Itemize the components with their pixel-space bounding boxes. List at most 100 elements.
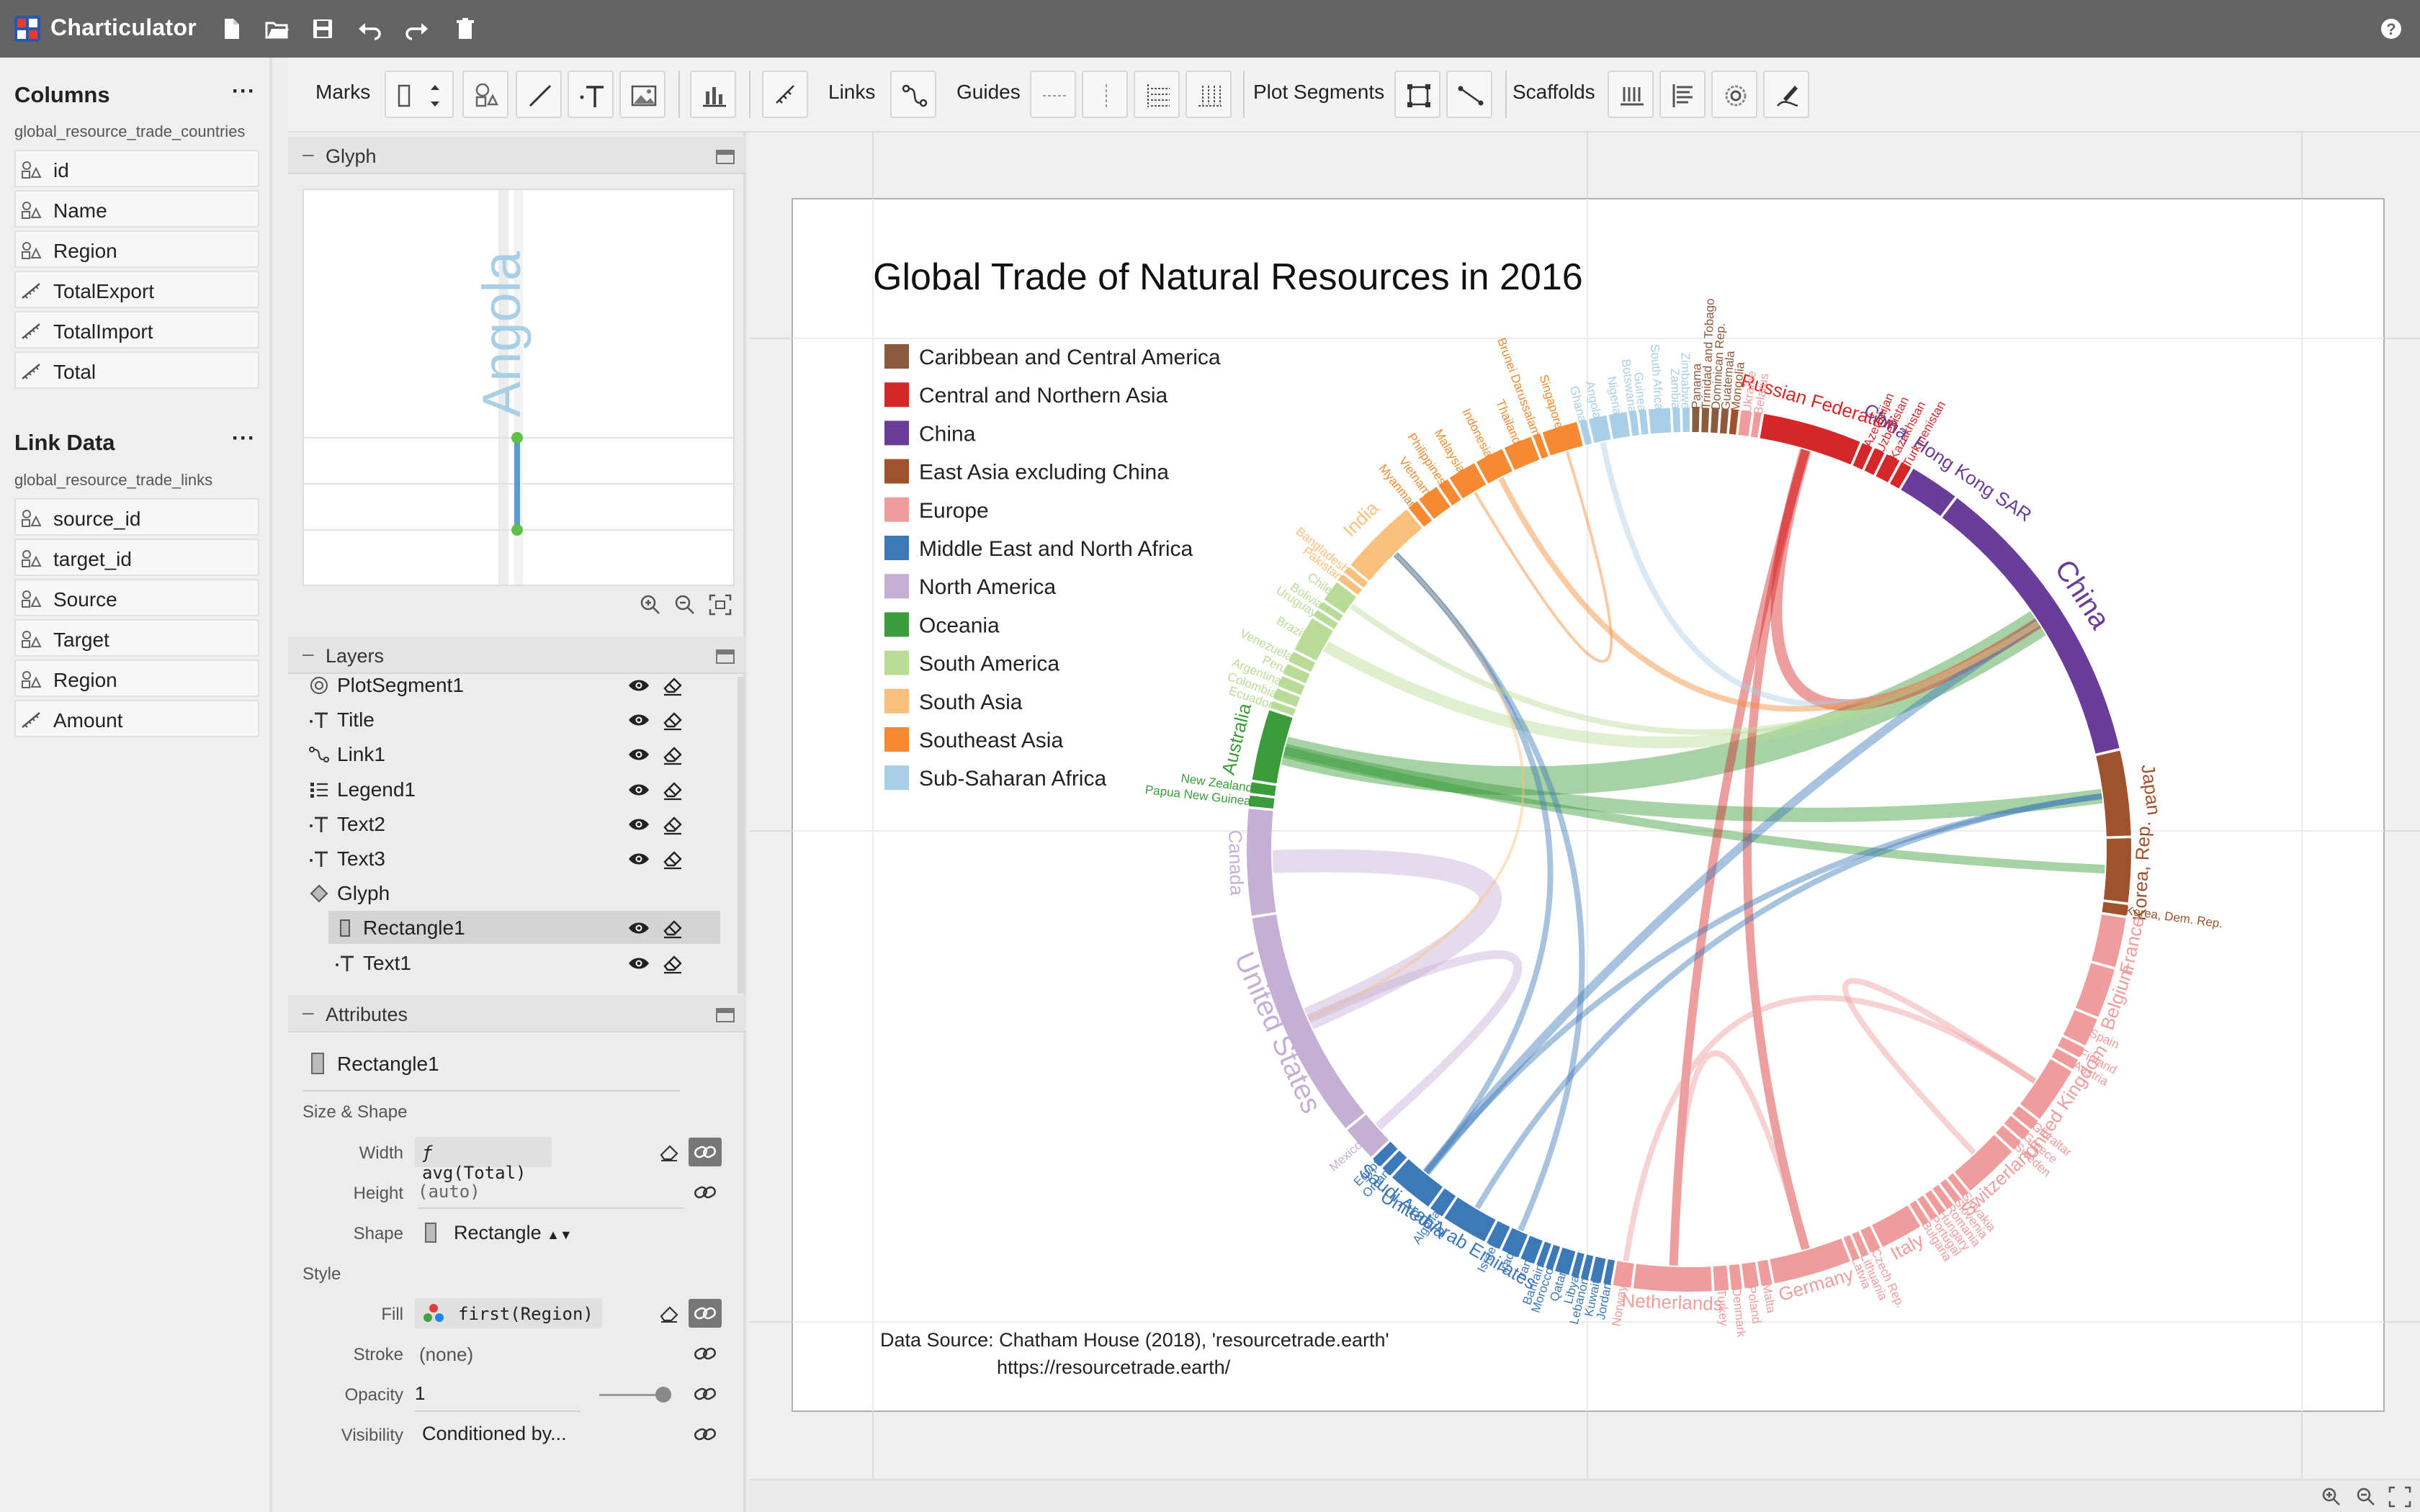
new-file-icon[interactable] xyxy=(216,14,245,43)
rectangle-mark-tool[interactable] xyxy=(385,71,454,118)
chord-arc[interactable] xyxy=(1247,809,1276,916)
visibility-eye-icon[interactable] xyxy=(628,956,650,971)
column-field-totalimport[interactable]: TotalImport xyxy=(14,311,259,348)
chord-link[interactable] xyxy=(1307,950,1523,1130)
chord-arc[interactable] xyxy=(1948,1173,1968,1197)
chord-arc[interactable] xyxy=(1278,675,1305,696)
chord-arc[interactable] xyxy=(1711,408,1719,433)
chord-arc[interactable] xyxy=(1338,574,1363,595)
chord-link[interactable] xyxy=(1498,477,2040,712)
layer-item-link1[interactable]: Link1 xyxy=(302,737,720,770)
chord-arc[interactable] xyxy=(1324,582,1357,613)
visibility-eye-icon[interactable] xyxy=(628,678,650,693)
chord-arc[interactable] xyxy=(1701,408,1710,433)
layer-item-text3[interactable]: Text3 xyxy=(302,842,720,875)
text-mark-tool[interactable] xyxy=(568,71,614,118)
scaffold-ruler-tool[interactable] xyxy=(762,71,808,118)
visibility-eye-icon[interactable] xyxy=(628,921,650,935)
columns-menu-button[interactable]: ··· xyxy=(232,79,256,103)
plot-segment-region-tool[interactable] xyxy=(1394,71,1440,118)
bind-data-button[interactable] xyxy=(689,1339,722,1368)
chord-arc[interactable] xyxy=(1252,710,1293,784)
chord-arc[interactable] xyxy=(2004,1115,2030,1140)
chord-arc[interactable] xyxy=(1546,1244,1561,1271)
chord-link[interactable] xyxy=(1272,849,1502,1030)
visibility-value[interactable]: Conditioned by... xyxy=(422,1423,567,1444)
height-value[interactable]: (auto) xyxy=(418,1182,684,1209)
visibility-eye-icon[interactable] xyxy=(628,713,650,727)
delete-layer-icon[interactable] xyxy=(661,952,684,975)
chord-link[interactable] xyxy=(1474,451,1613,663)
link-tool[interactable] xyxy=(890,71,936,118)
chord-arc[interactable] xyxy=(2096,750,2131,837)
chord-arc[interactable] xyxy=(1932,1184,1953,1209)
chord-arc[interactable] xyxy=(1729,1264,1742,1290)
chord-arc[interactable] xyxy=(1588,415,1611,444)
chord-link[interactable] xyxy=(1393,552,1585,1232)
chord-link[interactable] xyxy=(1283,746,2105,874)
chord-arc[interactable] xyxy=(1580,1254,1594,1280)
chord-arc[interactable] xyxy=(1533,433,1549,459)
chord-arc[interactable] xyxy=(1430,1188,1456,1217)
chord-link[interactable] xyxy=(1669,449,1810,1266)
chord-arc[interactable] xyxy=(1392,1159,1443,1207)
chord-link[interactable] xyxy=(1281,611,2046,796)
help-icon[interactable]: ? xyxy=(2377,14,2406,43)
chord-link[interactable] xyxy=(1308,553,1525,1020)
guide-vertical-tool[interactable] xyxy=(1082,71,1128,118)
legend[interactable]: Caribbean and Central America Central and… xyxy=(884,344,1221,791)
chord-arc[interactable] xyxy=(2103,838,2131,903)
delete-icon[interactable] xyxy=(451,14,480,43)
collapse-icon[interactable]: – xyxy=(302,143,314,165)
chord-arc[interactable] xyxy=(1449,463,1487,499)
chord-link[interactable] xyxy=(1770,448,2042,711)
chord-arc[interactable] xyxy=(1542,422,1583,456)
chord-link[interactable] xyxy=(1623,995,2037,1261)
chord-link[interactable] xyxy=(1600,441,2040,707)
visibility-eye-icon[interactable] xyxy=(628,783,650,797)
zoom-fit-icon[interactable] xyxy=(706,592,735,618)
chord-arc[interactable] xyxy=(1942,498,2120,754)
column-field-region[interactable]: Region xyxy=(14,660,259,697)
column-field-target[interactable]: Target xyxy=(14,619,259,657)
chord-arc[interactable] xyxy=(1633,1264,1712,1292)
column-field-name[interactable]: Name xyxy=(14,190,259,228)
chord-arc[interactable] xyxy=(1757,1259,1773,1286)
chord-arc[interactable] xyxy=(2020,1059,2072,1120)
chord-arc[interactable] xyxy=(1313,610,1338,629)
chord-arc[interactable] xyxy=(2051,1048,2079,1069)
opacity-slider-track[interactable] xyxy=(599,1394,664,1396)
column-field-target-id[interactable]: target_id xyxy=(14,539,259,576)
zoom-out-icon[interactable] xyxy=(671,592,700,618)
chord-link[interactable] xyxy=(1350,603,2040,735)
chord-arc[interactable] xyxy=(1608,412,1631,439)
chord-arc[interactable] xyxy=(1924,1190,1945,1215)
chord-arc[interactable] xyxy=(1319,601,1343,621)
delete-layer-icon[interactable] xyxy=(661,917,684,940)
delete-layer-icon[interactable] xyxy=(661,708,684,732)
fill-binding[interactable]: first(Region) xyxy=(415,1298,602,1328)
chord-arc[interactable] xyxy=(1579,419,1592,446)
chord-arc[interactable] xyxy=(1487,1220,1510,1249)
bind-data-button[interactable] xyxy=(689,1138,722,1166)
width-binding[interactable]: ƒ avg(Total) xyxy=(415,1137,552,1183)
chord-arc[interactable] xyxy=(2102,901,2128,916)
chord-arc[interactable] xyxy=(1955,1135,2012,1191)
chord-arc[interactable] xyxy=(1476,449,1512,484)
collapse-icon[interactable]: – xyxy=(302,642,314,665)
scaffold-polar-tool[interactable] xyxy=(1711,71,1757,118)
layer-item-rectangle1[interactable]: Rectangle1 xyxy=(328,911,720,945)
chord-link[interactable] xyxy=(1474,793,2102,1210)
chart-title[interactable]: Global Trade of Natural Resources in 201… xyxy=(873,256,1583,298)
column-field-amount[interactable]: Amount xyxy=(14,700,259,737)
chord-arc[interactable] xyxy=(1672,408,1681,433)
column-field-totalexport[interactable]: TotalExport xyxy=(14,271,259,308)
undo-icon[interactable] xyxy=(356,14,385,43)
zoom-fit-icon[interactable] xyxy=(2387,1485,2413,1509)
chord-arc[interactable] xyxy=(1408,500,1433,527)
opacity-input[interactable]: 1 xyxy=(415,1382,581,1412)
shape-dropdown[interactable]: Rectangle ▲▼ xyxy=(454,1222,573,1244)
chord-arc[interactable] xyxy=(1738,410,1752,436)
chord-arc[interactable] xyxy=(2057,1037,2084,1058)
chord-link[interactable] xyxy=(1283,743,2103,822)
